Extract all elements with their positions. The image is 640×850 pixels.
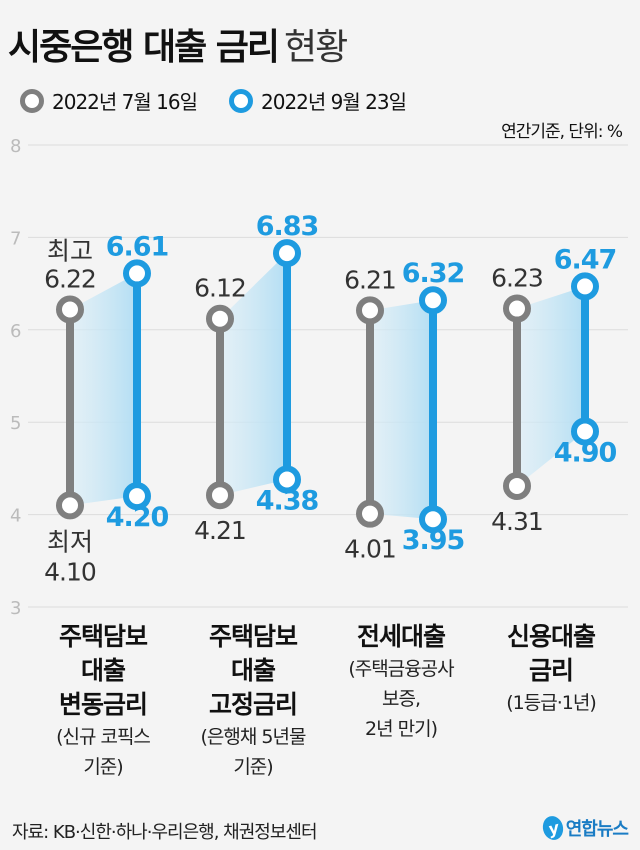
category-note: 보증, [382,688,421,710]
annotation-low: 최저 [47,527,93,556]
title-bold: 시중은행 대출 금리 [8,27,280,68]
point-sep [419,505,447,534]
annotation-high: 최고 [47,236,93,265]
range-band [517,286,585,486]
category-name: 대출 [80,656,126,685]
category-note: 기준) [233,756,273,778]
point-jul [56,295,84,324]
logo-text: 연합뉴스 [565,819,629,840]
point-sep [123,482,151,511]
label-low-sep: 4.38 [256,485,319,516]
point-jul [56,491,84,520]
point-sep [123,259,151,288]
y-tick-label: 6 [10,321,21,342]
legend-item-sep: 2022년 9월 23일 [229,86,407,115]
label-low-sep: 4.20 [106,502,169,533]
label-high-jul: 6.12 [194,274,246,303]
label-high-sep: 6.83 [256,211,319,242]
point-sep [419,286,447,315]
point-jul [206,304,234,333]
point-sep [571,272,599,301]
range-band [370,300,433,520]
y-tick-label: 4 [10,506,21,527]
category-note: (은행채 5년물 [200,726,307,748]
range-band [220,253,287,496]
label-low-sep: 3.95 [402,525,465,556]
label-high-sep: 6.61 [106,231,169,262]
logo: y 연합뉴스 [539,813,629,843]
label-high-jul: 6.22 [44,264,96,293]
point-sep [571,417,599,446]
category-note: (신규 코픽스 [56,726,151,748]
label-low-jul: 4.01 [344,535,396,564]
category-name: 금리 [528,656,574,685]
label-low-jul: 4.10 [44,557,96,586]
label-low-jul: 4.31 [491,507,543,536]
point-jul [503,471,531,500]
legend: 2022년 7월 16일 2022년 9월 23일 [20,86,407,115]
label-high-jul: 6.21 [344,265,396,294]
point-jul [503,294,531,323]
category-name: 변동금리 [58,690,148,719]
category-name: 전세대출 [356,622,446,651]
point-jul [206,481,234,510]
category-note: 2년 만기) [365,718,438,740]
label-high-jul: 6.23 [491,264,543,293]
label-low-sep: 4.90 [554,437,617,468]
legend-item-jul: 2022년 7월 16일 [20,86,198,115]
gray-circle-icon [20,88,44,113]
category-note: (1등급·1년) [506,692,596,714]
y-tick-label: 3 [10,598,21,619]
y-tick-label: 8 [10,136,21,157]
category-name: 주택담보 [208,622,298,651]
point-sep [273,239,301,268]
category-note: (주택금융공사 [348,658,454,680]
y-tick-label: 5 [10,413,21,434]
legend-label: 2022년 9월 23일 [261,90,407,114]
legend-label: 2022년 7월 16일 [52,90,198,114]
point-jul [356,296,384,325]
range-band [70,273,137,506]
blue-circle-icon [229,88,253,113]
point-jul [356,499,384,528]
category-name: 주택담보 [58,622,148,651]
label-high-sep: 6.32 [402,258,465,289]
y-tick-label: 7 [10,228,21,249]
category-name: 고정금리 [208,690,298,719]
page-title: 시중은행 대출 금리 현황 [8,18,348,70]
category-name: 대출 [230,656,276,685]
label-low-jul: 4.21 [194,516,246,545]
label-high-sep: 6.47 [554,244,617,275]
unit-note: 연간기준, 단위: % [501,122,623,142]
title-light: 현황 [284,27,348,68]
point-sep [273,465,301,494]
category-name: 신용대출 [506,622,596,651]
source: 자료: KB·신한·하나·우리은행, 채권정보센터 [12,822,318,843]
logo-icon: y [539,813,566,843]
category-note: 기준) [83,756,123,778]
